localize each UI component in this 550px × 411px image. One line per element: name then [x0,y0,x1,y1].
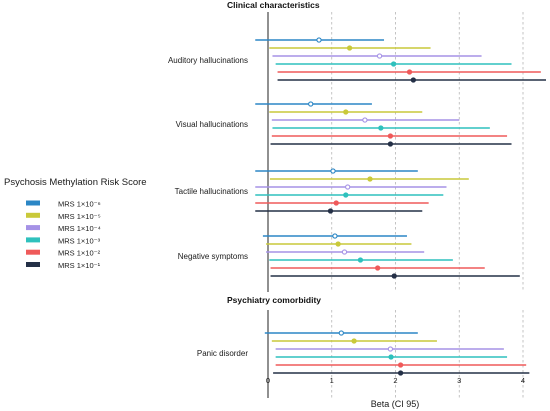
x-tick-label: 1 [330,376,334,385]
legend-swatch [26,237,40,243]
point-estimate [378,125,384,131]
section-title: Psychiatry comorbidity [227,295,321,305]
point-estimate [332,233,338,239]
legend-label: MRS 1×10⁻⁶ [58,200,101,209]
point-estimate [333,200,339,206]
point-estimate [343,109,349,115]
x-axis-label: Beta (CI 95) [371,399,420,409]
point-estimate [410,77,416,83]
legend-label: MRS 1×10⁻⁴ [58,224,101,233]
point-estimate [308,101,314,107]
group-label: Visual hallucinations [176,120,248,129]
point-estimate [397,362,404,368]
group-label: Auditory hallucinations [168,56,248,65]
point-estimate [346,45,353,51]
legend-swatch [26,212,40,218]
grid-lines [267,12,524,398]
point-estimate [345,184,351,190]
point-estimate [316,37,322,43]
section-title: Clinical characteristics [227,0,320,10]
point-estimate [391,273,397,279]
point-estimate [327,208,334,214]
x-tick-label: 2 [393,376,397,385]
point-estimate [387,346,394,352]
x-tick-label: 0 [266,376,270,385]
legend-label: MRS 1×10⁻⁵ [58,212,101,221]
legend: Psychosis Methylation Risk Score MRS 1×10… [4,177,147,270]
point-estimate [390,61,397,67]
x-tick-label: 3 [457,376,461,385]
point-estimate [367,176,373,182]
point-estimate [335,241,341,247]
legend-label: MRS 1×10⁻³ [58,236,101,245]
plot-area: Clinical characteristics Auditory halluci… [168,0,546,376]
point-estimate [343,192,349,198]
legend-label: MRS 1×10⁻¹ [58,261,101,270]
point-estimate [341,249,348,255]
point-estimate [397,370,404,376]
legend-swatch [26,200,40,206]
point-estimate [388,354,394,360]
point-estimate [338,330,344,336]
point-estimate [374,265,381,271]
legend-title: Psychosis Methylation Risk Score [4,177,147,188]
legend-swatch [26,249,40,255]
point-estimate [330,168,336,174]
group-label: Tactile hallucinations [175,187,248,196]
x-axis: 0 1 2 3 4 Beta (CI 95) [266,376,525,409]
x-tick-label: 4 [521,376,525,385]
point-estimate [362,117,368,123]
point-estimate [376,53,383,59]
group-label: Negative symptoms [178,252,248,261]
legend-label: MRS 1×10⁻² [58,249,101,258]
point-estimate [351,338,357,344]
point-estimate [406,69,413,75]
point-estimate [387,133,394,139]
point-estimate [387,141,394,147]
point-estimate [357,257,364,263]
group-label: Panic disorder [197,349,248,358]
legend-swatch [26,262,40,267]
legend-swatch [26,225,40,231]
